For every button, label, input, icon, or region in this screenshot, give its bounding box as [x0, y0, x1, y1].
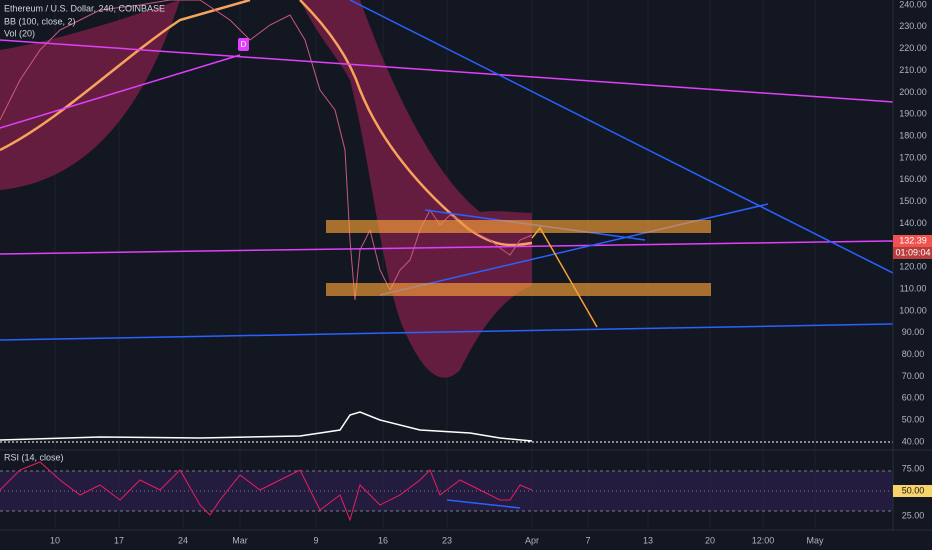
price-axis-label: 230.00 — [899, 21, 927, 31]
time-axis-label: 23 — [442, 535, 452, 545]
price-axis-label: 240.00 — [899, 0, 927, 9]
resistance-zone — [326, 220, 711, 233]
time-axis-label: 9 — [313, 535, 318, 545]
support-zone — [326, 283, 711, 296]
time-axis-label: May — [806, 535, 824, 545]
time-axis-label: 16 — [378, 535, 388, 545]
rsi-axis-label: 75.00 — [902, 463, 925, 473]
time-axis-label: 10 — [50, 535, 60, 545]
price-axis-label: 150.00 — [899, 196, 927, 206]
price-axis-label: 70.00 — [902, 371, 925, 381]
trend-line — [379, 203, 769, 296]
rsi-tag — [893, 485, 932, 497]
price-axis-label: 170.00 — [899, 152, 927, 162]
time-axis-label: 12:00 — [752, 535, 775, 545]
trend-line — [0, 240, 894, 255]
countdown-tag — [893, 247, 932, 259]
price-axis-label: 210.00 — [899, 65, 927, 75]
marker-label: D — [241, 40, 247, 49]
price-axis-label: 80.00 — [902, 349, 925, 359]
moving-average — [0, 0, 533, 247]
price-axis-label: 160.00 — [899, 174, 927, 184]
trend-line — [0, 54, 241, 129]
price-tag-label: 132.39 — [899, 235, 927, 245]
time-axis-label: Apr — [525, 535, 539, 545]
rsi-axis-label: 25.00 — [902, 510, 925, 520]
price-axis-label: 190.00 — [899, 109, 927, 119]
price-axis-label: 180.00 — [899, 130, 927, 140]
time-axis-label: 7 — [585, 535, 590, 545]
countdown-label: 01:09:04 — [895, 247, 930, 257]
rsi-divergence — [446, 499, 521, 509]
projection-arrow — [531, 226, 598, 328]
price-axis-label: 40.00 — [902, 436, 925, 446]
price-axis-label: 200.00 — [899, 87, 927, 97]
trend-line — [349, 0, 894, 274]
price-axis-label: 100.00 — [899, 305, 927, 315]
rsi-tag-label: 50.00 — [902, 485, 925, 495]
time-axis-label: 17 — [114, 535, 124, 545]
price-axis-label: 220.00 — [899, 43, 927, 53]
symbol-legend: Ethereum / U.S. Dollar, 240, COINBASE — [4, 3, 165, 13]
rsi-band — [0, 471, 893, 511]
volume-ma — [0, 411, 533, 442]
indicator-legend: BB (100, close, 2) — [4, 16, 76, 26]
time-axis-label: Mar — [232, 535, 248, 545]
price-axis-label: 90.00 — [902, 327, 925, 337]
price-axis-label: 60.00 — [902, 393, 925, 403]
time-axis-label: 24 — [178, 535, 188, 545]
indicator-legend: Vol (20) — [4, 28, 35, 38]
price-tag — [893, 235, 932, 247]
rsi-line — [0, 461, 533, 522]
marker-box — [238, 38, 249, 51]
rsi-legend: RSI (14, close) — [4, 452, 64, 462]
price-axis-label: 50.00 — [902, 415, 925, 425]
price-axis-label: 110.00 — [900, 283, 927, 293]
trend-line — [0, 323, 894, 341]
trend-line — [0, 39, 894, 103]
time-axis-label: 20 — [705, 535, 715, 545]
price-axis-label: 120.00 — [899, 262, 927, 272]
time-axis-label: 13 — [643, 535, 653, 545]
price-axis-label: 140.00 — [899, 218, 927, 228]
